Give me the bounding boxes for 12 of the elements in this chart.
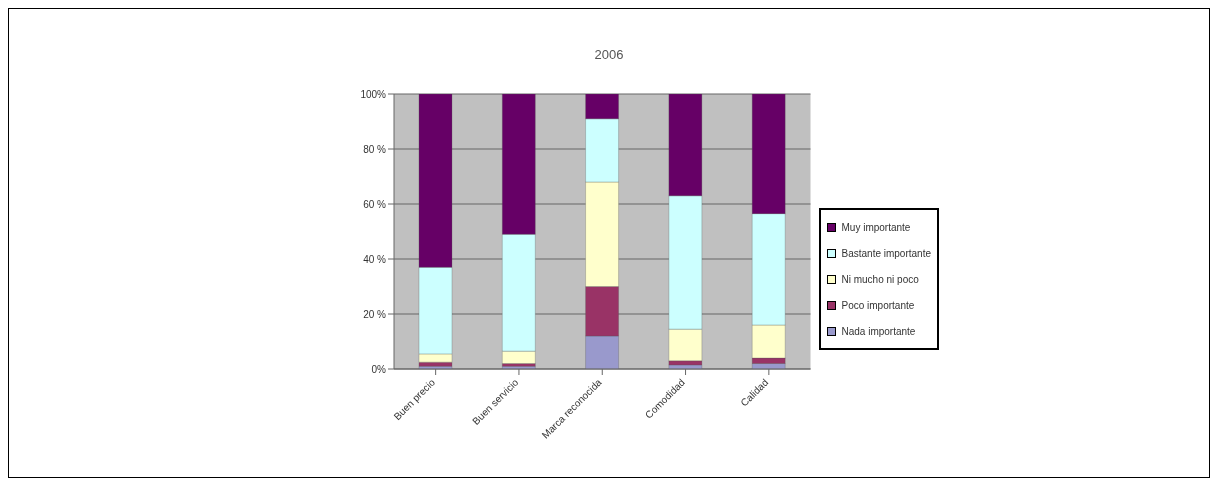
- legend-label: Nada importante: [841, 325, 916, 337]
- y-tick-label: 40 %: [363, 253, 387, 265]
- y-tick-label: 0%: [371, 363, 387, 375]
- y-tick-label: 60 %: [363, 198, 387, 210]
- legend-label: Muy importante: [841, 221, 911, 233]
- y-tick-label: 20 %: [363, 308, 387, 320]
- y-tick-label: 80 %: [363, 143, 387, 155]
- chart-title: 2006: [593, 47, 625, 62]
- legend-label: Ni mucho ni poco: [841, 273, 919, 285]
- legend-label: Poco importante: [841, 299, 915, 311]
- y-tick-label: 100%: [360, 88, 387, 100]
- legend-label: Bastante importante: [841, 247, 931, 259]
